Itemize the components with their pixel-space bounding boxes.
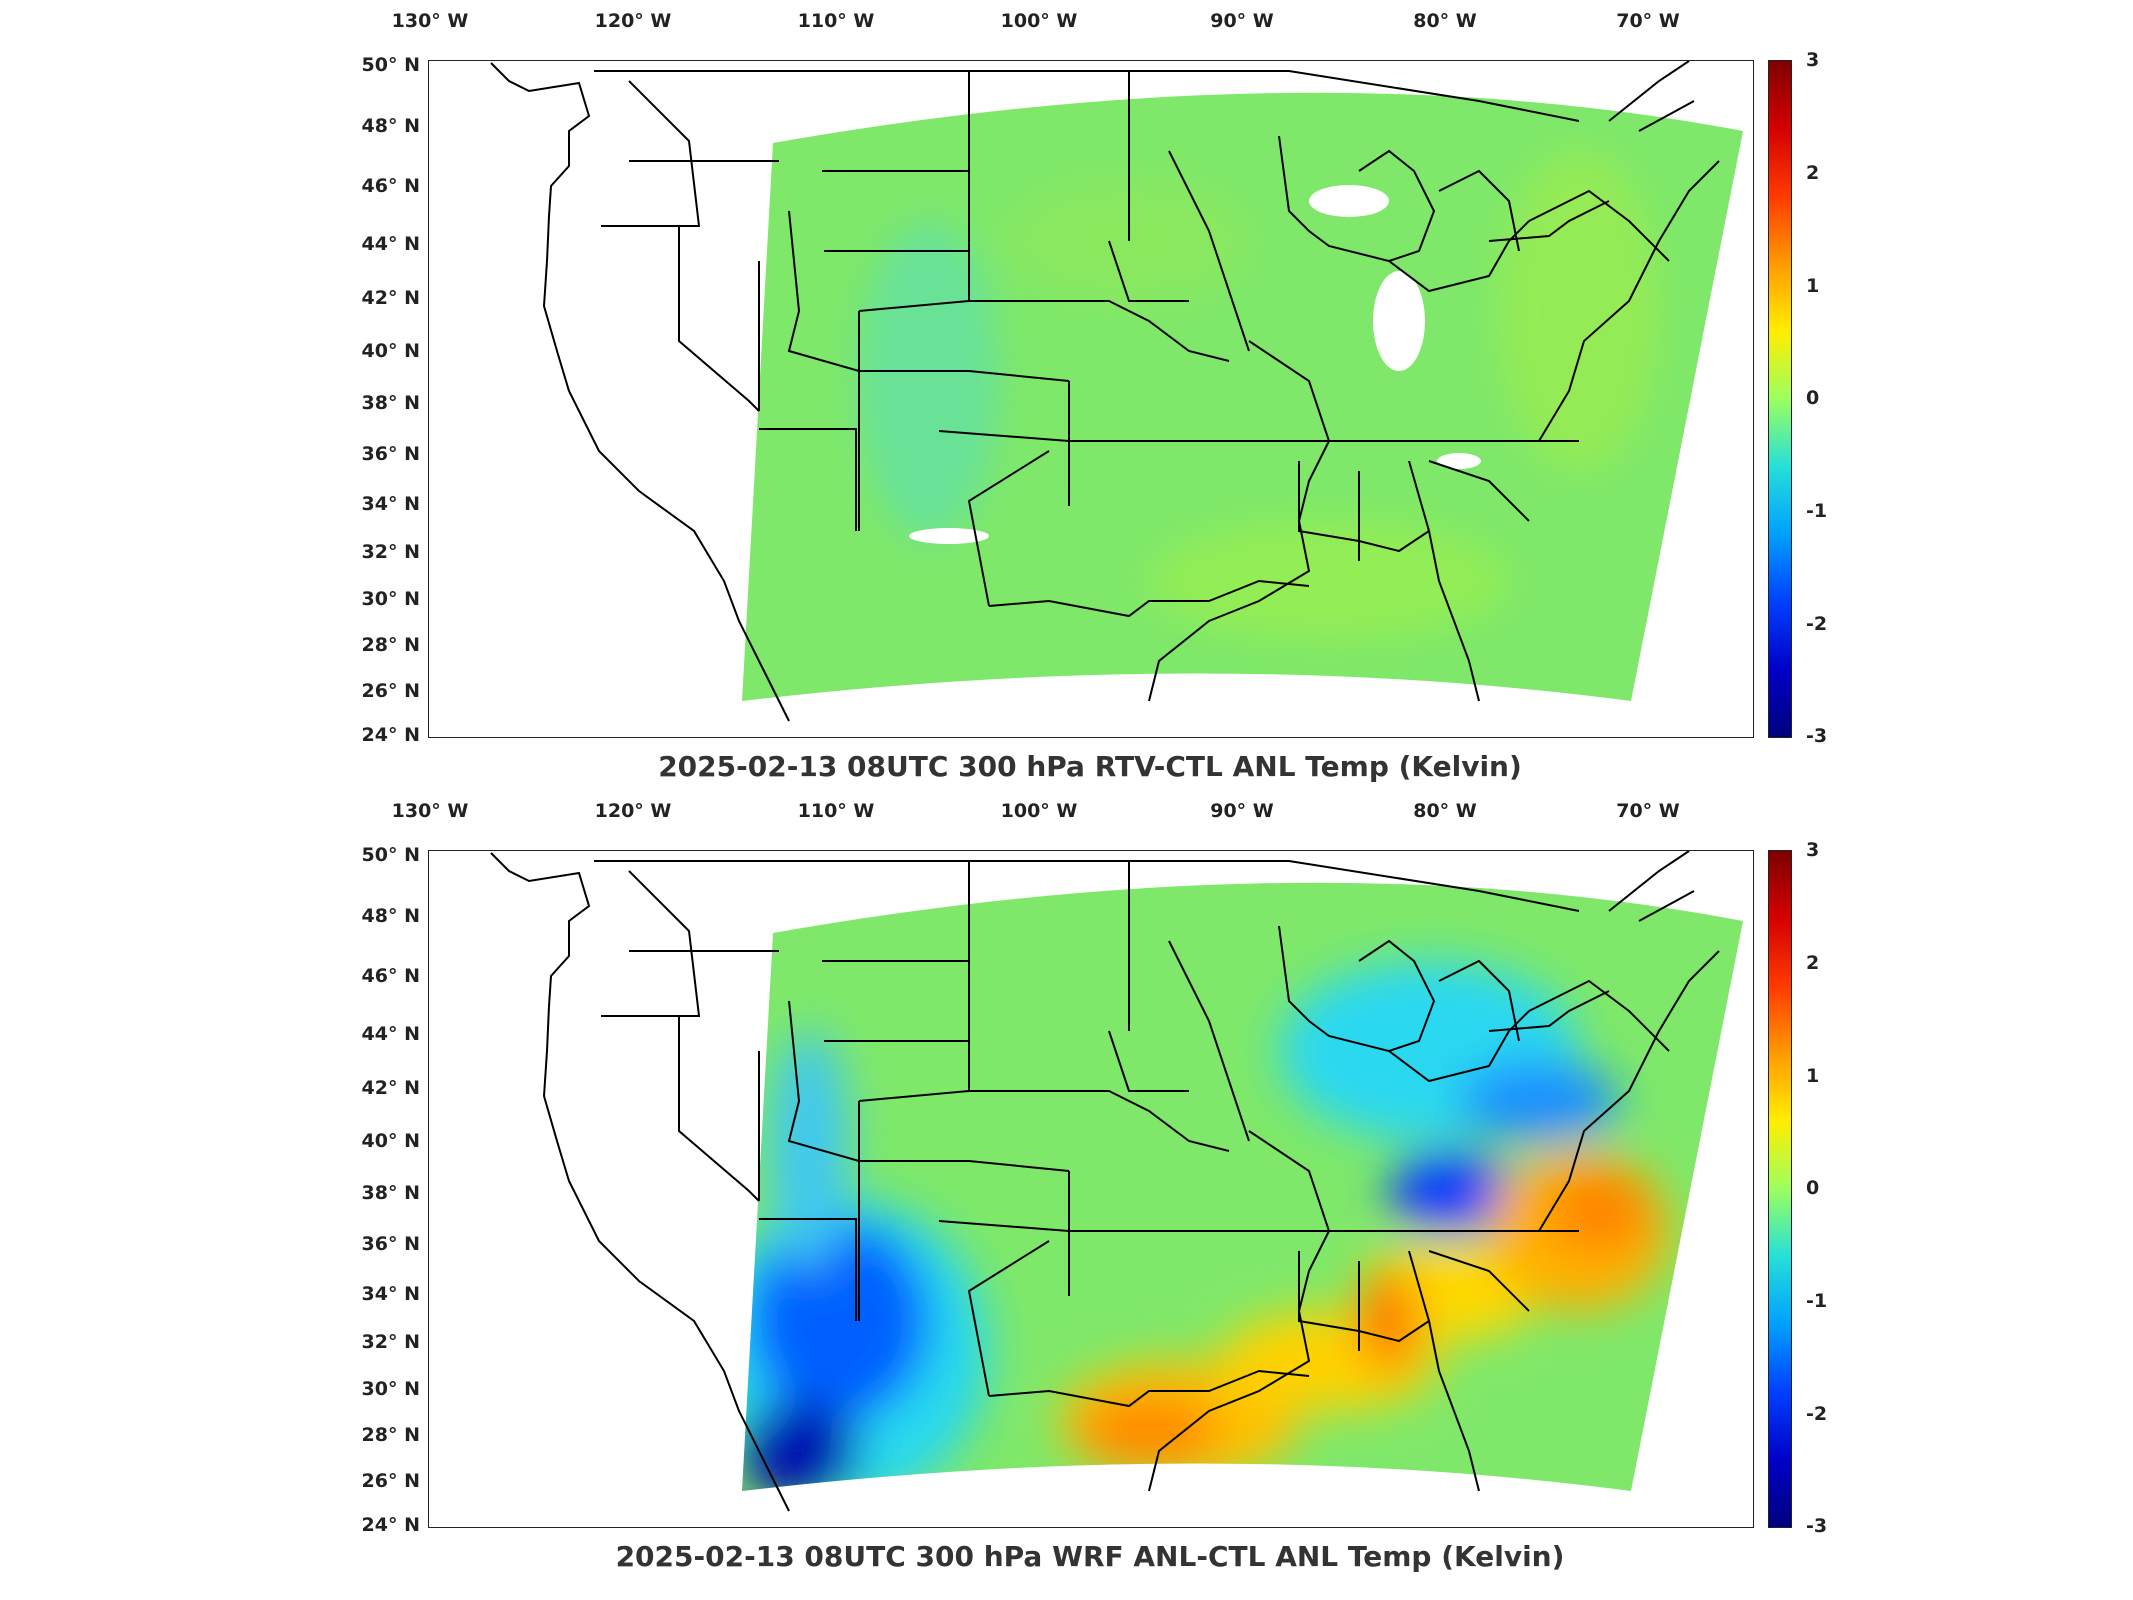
lat-tick: 32° N bbox=[361, 541, 420, 563]
colorbar-1 bbox=[1768, 60, 1792, 738]
lat-tick: 32° N bbox=[361, 1331, 420, 1353]
lat-tick: 44° N bbox=[361, 1023, 420, 1045]
colorbar-tick: 0 bbox=[1806, 387, 1820, 409]
colorbar-tick: 1 bbox=[1806, 275, 1820, 297]
lon-tick: 130° W bbox=[391, 10, 469, 32]
lat-tick: 40° N bbox=[361, 1130, 420, 1152]
lat-tick: 28° N bbox=[361, 1424, 420, 1446]
lat-tick: 48° N bbox=[361, 905, 420, 927]
lon-tick: 70° W bbox=[1616, 10, 1680, 32]
lon-tick: 80° W bbox=[1413, 10, 1477, 32]
colorbar-tick: -2 bbox=[1806, 613, 1828, 635]
colorbar-tick: 2 bbox=[1806, 162, 1820, 184]
map-frame-2 bbox=[428, 850, 1754, 1528]
colorbar-tick: 3 bbox=[1806, 49, 1820, 71]
lat-tick: 50° N bbox=[361, 844, 420, 866]
colorbar-tick: 0 bbox=[1806, 1177, 1820, 1199]
colorbar-tick: -1 bbox=[1806, 1290, 1828, 1312]
colorbar-tick: -2 bbox=[1806, 1403, 1828, 1425]
lat-tick: 44° N bbox=[361, 233, 420, 255]
field-anomalies bbox=[742, 961, 1669, 1491]
colorbar-tick: -3 bbox=[1806, 725, 1828, 747]
colorbar-tick: -1 bbox=[1806, 500, 1828, 522]
colorbar-2 bbox=[1768, 850, 1792, 1528]
colorbar-tick: -3 bbox=[1806, 1515, 1828, 1537]
lat-tick: 30° N bbox=[361, 588, 420, 610]
lon-tick: 100° W bbox=[1000, 800, 1078, 822]
lat-tick: 46° N bbox=[361, 965, 420, 987]
map-svg-1 bbox=[490, 61, 1743, 722]
lat-tick: 40° N bbox=[361, 340, 420, 362]
lat-tick: 36° N bbox=[361, 443, 420, 465]
lon-tick: 120° W bbox=[594, 800, 672, 822]
lon-tick: 70° W bbox=[1616, 800, 1680, 822]
lat-tick: 24° N bbox=[361, 1514, 420, 1536]
colorbar-tick: 1 bbox=[1806, 1065, 1820, 1087]
map-svg-2 bbox=[490, 851, 1743, 1512]
lat-tick: 48° N bbox=[361, 115, 420, 137]
field-domain bbox=[742, 92, 1743, 701]
lat-tick: 26° N bbox=[361, 680, 420, 702]
lat-tick: 26° N bbox=[361, 1470, 420, 1492]
lon-tick: 90° W bbox=[1210, 800, 1274, 822]
lat-tick: 42° N bbox=[361, 287, 420, 309]
lat-tick: 28° N bbox=[361, 634, 420, 656]
lon-tick: 100° W bbox=[1000, 10, 1078, 32]
colorbar-tick: 2 bbox=[1806, 952, 1820, 974]
lat-tick: 38° N bbox=[361, 1182, 420, 1204]
map-borders bbox=[490, 61, 1720, 722]
lat-tick: 46° N bbox=[361, 175, 420, 197]
lat-tick: 38° N bbox=[361, 392, 420, 414]
lon-tick: 130° W bbox=[391, 800, 469, 822]
lat-tick: 36° N bbox=[361, 1233, 420, 1255]
lat-tick: 34° N bbox=[361, 1283, 420, 1305]
lat-tick: 34° N bbox=[361, 493, 420, 515]
missing-data bbox=[909, 185, 1481, 544]
lon-tick: 80° W bbox=[1413, 800, 1477, 822]
colorbar-tick: 3 bbox=[1806, 839, 1820, 861]
map-borders bbox=[490, 851, 1720, 1512]
lat-tick: 30° N bbox=[361, 1378, 420, 1400]
panel-title-2: 2025-02-13 08UTC 300 hPa WRF ANL-CTL ANL… bbox=[615, 1540, 1565, 1573]
lat-tick: 42° N bbox=[361, 1077, 420, 1099]
lat-tick: 24° N bbox=[361, 724, 420, 746]
lon-tick: 110° W bbox=[797, 800, 875, 822]
lon-tick: 90° W bbox=[1210, 10, 1274, 32]
lon-tick: 120° W bbox=[594, 10, 672, 32]
lat-tick: 50° N bbox=[361, 54, 420, 76]
lon-tick: 110° W bbox=[797, 10, 875, 32]
map-frame-1 bbox=[428, 60, 1754, 738]
panel-title-1: 2025-02-13 08UTC 300 hPa RTV-CTL ANL Tem… bbox=[658, 750, 1522, 783]
